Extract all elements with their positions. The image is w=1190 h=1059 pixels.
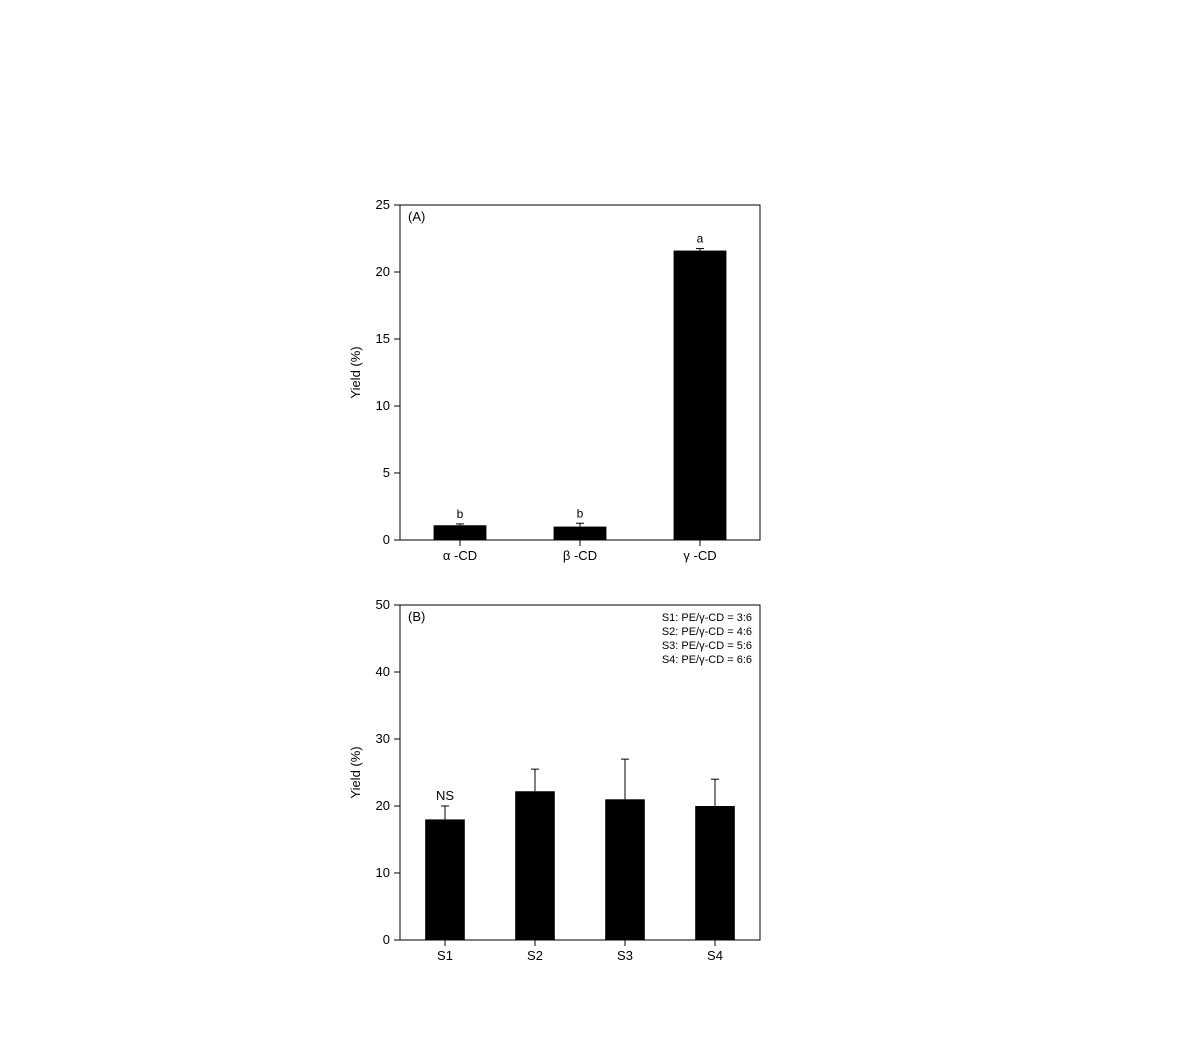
y-tick-label: 25 xyxy=(376,200,390,212)
bar xyxy=(554,527,607,540)
bar xyxy=(674,251,727,540)
significance-label: b xyxy=(457,507,464,521)
x-tick-label: S1 xyxy=(437,948,453,963)
y-tick-label: 30 xyxy=(376,731,390,746)
y-axis-label: Yield (%) xyxy=(348,746,363,798)
bar xyxy=(515,791,555,940)
y-tick-label: 50 xyxy=(376,600,390,612)
panel-b: 0 10 20 30 40 50 Yield (%) S1 NS S2 S3 S4 (B) S1: PE/… xyxy=(345,600,780,970)
x-tick-label: S4 xyxy=(707,948,723,963)
bar xyxy=(434,525,487,540)
x-tick-label: S2 xyxy=(527,948,543,963)
legend-line: S2: PE/γ-CD = 4:6 xyxy=(662,626,752,638)
y-axis-label: Yield (%) xyxy=(348,346,363,398)
y-tick-label: 0 xyxy=(383,932,390,947)
panel-a-svg: 0 5 10 15 20 25 Yield (%) α -CD b β -CD b γ -CD a (A) xyxy=(345,200,780,570)
legend-line: S1: PE/γ-CD = 3:6 xyxy=(662,612,752,624)
legend-line: S3: PE/γ-CD = 5:6 xyxy=(662,640,752,652)
y-tick-label: 0 xyxy=(383,532,390,547)
x-tick-label: γ -CD xyxy=(683,548,716,563)
significance-label: NS xyxy=(436,788,454,803)
significance-label: a xyxy=(697,232,704,246)
panel-b-svg: 0 10 20 30 40 50 Yield (%) S1 NS S2 S3 S4 (B) S1: PE/… xyxy=(345,600,780,970)
y-tick-label: 15 xyxy=(376,331,390,346)
bar xyxy=(695,806,735,940)
bar xyxy=(605,799,645,940)
y-tick-label: 20 xyxy=(376,798,390,813)
bar xyxy=(425,819,465,940)
figure: 0 5 10 15 20 25 Yield (%) α -CD b β -CD b γ -CD a (A)… xyxy=(345,200,780,1000)
panel-letter: (B) xyxy=(408,609,425,624)
x-tick-label: β -CD xyxy=(563,548,597,563)
panel-letter: (A) xyxy=(408,209,425,224)
y-tick-label: 10 xyxy=(376,865,390,880)
x-tick-label: S3 xyxy=(617,948,633,963)
page: 0 5 10 15 20 25 Yield (%) α -CD b β -CD b γ -CD a (A)… xyxy=(0,0,1190,1059)
y-tick-label: 5 xyxy=(383,465,390,480)
x-tick-label: α -CD xyxy=(443,548,477,563)
panel-a: 0 5 10 15 20 25 Yield (%) α -CD b β -CD b γ -CD a (A) xyxy=(345,200,780,570)
y-tick-label: 10 xyxy=(376,398,390,413)
legend-line: S4: PE/γ-CD = 6:6 xyxy=(662,654,752,666)
y-tick-label: 40 xyxy=(376,664,390,679)
y-tick-label: 20 xyxy=(376,264,390,279)
significance-label: b xyxy=(577,506,584,520)
